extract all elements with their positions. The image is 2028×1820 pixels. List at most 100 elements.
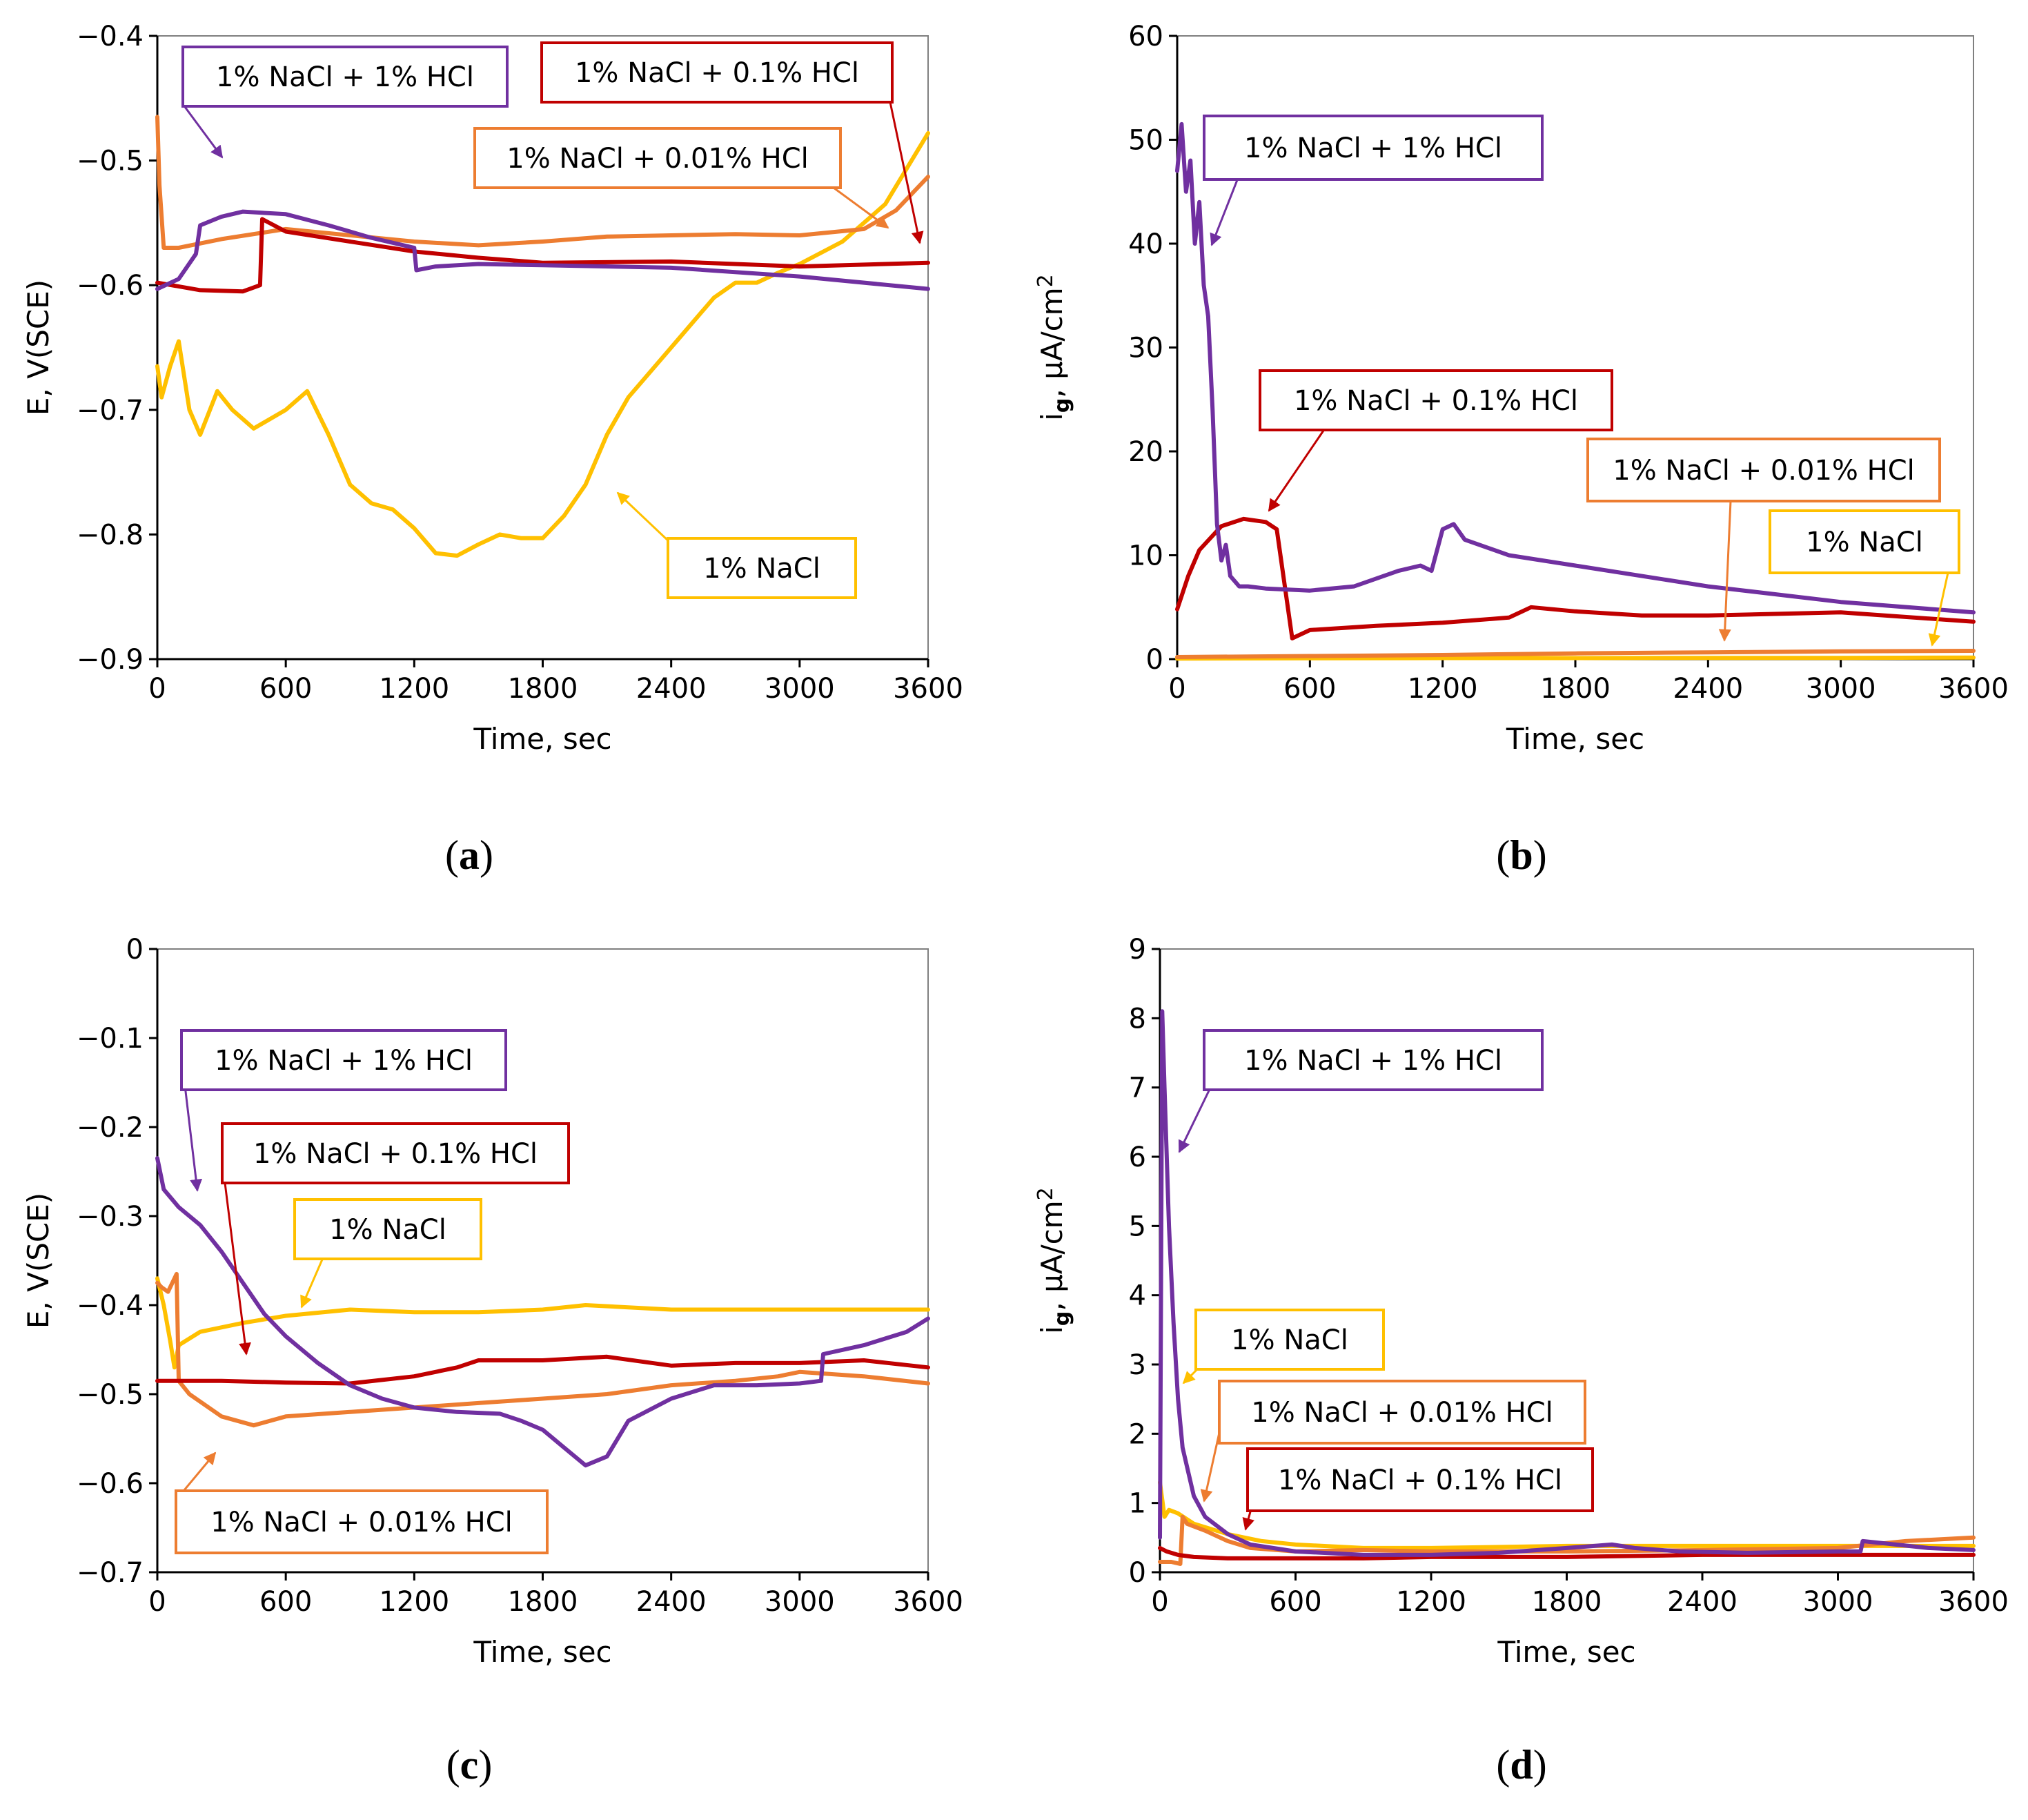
y-label-sup: 2 [1034, 274, 1058, 287]
y-tick-label: 0 [1129, 1557, 1146, 1589]
callout-label: 1% NaCl + 0.01% HCl [1251, 1397, 1553, 1429]
callout-arrow [179, 1451, 217, 1495]
y-tick-label: 8 [1129, 1003, 1146, 1035]
y-tick-label: −0.4 [77, 1290, 144, 1322]
x-tick-label: 600 [1283, 673, 1336, 705]
x-tick-label: 1200 [1408, 673, 1478, 705]
x-tick-label: 2400 [636, 673, 707, 705]
callout-box [221, 1122, 570, 1184]
x-tick-label: 1800 [1540, 673, 1611, 705]
y-label-main: i [1035, 413, 1069, 421]
callout-label: 1% NaCl [1231, 1324, 1348, 1356]
x-tick-label: 1200 [379, 1586, 449, 1618]
y-tick-label: 7 [1129, 1073, 1146, 1104]
callout-box [473, 127, 842, 189]
y-tick-label: 60 [1128, 21, 1163, 52]
y-tick-label: 6 [1129, 1142, 1146, 1173]
callout-label: 1% NaCl + 1% HCl [216, 61, 474, 93]
chart-panel-c: 0 600 1200 1800 2400 3000 3600 −0.7 −0.6 −0.5 −0.4… [0, 910, 1014, 1820]
callout-label: 1% NaCl + 1% HCl [1244, 1045, 1502, 1077]
series-line-purple [1158, 1009, 1976, 1557]
callout-arrow [1268, 426, 1328, 512]
y-tick-label: −0.9 [77, 644, 144, 676]
y-tick-label: −0.2 [77, 1112, 144, 1144]
caption-a: (a) [445, 832, 493, 878]
callout-arrow [616, 491, 671, 543]
x-tick-label: 3600 [893, 673, 963, 705]
callout-label: 1% NaCl + 0.01% HCl [506, 143, 809, 175]
x-axis-label: Time, sec [1506, 722, 1644, 756]
callout-box [1586, 438, 1941, 502]
y-tick-label: −0.8 [77, 519, 144, 551]
x-axis-label: Time, sec [1497, 1635, 1635, 1669]
callout-label: 1% NaCl + 0.1% HCl [1294, 385, 1578, 417]
series-line-yellow [1175, 655, 1976, 661]
y-tick-label: 40 [1128, 228, 1163, 260]
x-tick-label: 3000 [765, 673, 835, 705]
series-line-red [1175, 516, 1976, 640]
callout-box [540, 41, 894, 104]
callout-arrow [1718, 500, 1732, 642]
y-tick-label: −0.5 [77, 146, 144, 177]
series-line-red [1158, 1545, 1976, 1560]
callout-arrow [833, 186, 889, 229]
x-tick-label: 1800 [1532, 1586, 1602, 1618]
callout-box [1769, 509, 1960, 574]
x-tick-label: 0 [1168, 673, 1185, 705]
series-line-purple [155, 209, 930, 291]
series-line-orange [155, 1271, 930, 1428]
y-axis-label: ig, μA/cm2 [1034, 1187, 1074, 1334]
y-tick-label: 2 [1129, 1418, 1146, 1450]
x-tick-label: 600 [259, 673, 312, 705]
callout-arrow [184, 1085, 203, 1192]
x-tick-label: 0 [148, 1586, 166, 1618]
callout-box [1203, 1029, 1544, 1091]
x-tick-label: 1800 [508, 1586, 578, 1618]
x-tick-label: 3000 [1806, 673, 1876, 705]
callout-box [180, 1029, 507, 1091]
y-label-sub: g [1050, 398, 1074, 413]
callout-arrow [223, 1177, 251, 1356]
chart-d: 0 600 1200 1800 2400 3000 3600 0 1 2 3 4 5 6 7 8 9 Time, … [1034, 934, 2009, 1669]
chart-panel-b: 0 600 1200 1800 2400 3000 3600 0 10 20 30 40 50 60 Tim… [1014, 0, 2028, 910]
y-tick-label: −0.4 [77, 21, 144, 52]
callout-box [1259, 369, 1613, 431]
x-tick-label: 2400 [1673, 673, 1743, 705]
y-axis-label: E, V(SCE) [21, 280, 55, 415]
x-tick-label: 2400 [636, 1586, 707, 1618]
y-tick-label: 10 [1128, 540, 1163, 572]
y-label-main: i [1035, 1326, 1069, 1334]
caption-d: (d) [1496, 1742, 1547, 1788]
y-label-sup: 2 [1034, 1187, 1058, 1200]
x-tick-label: 3600 [1938, 1586, 2009, 1618]
callout-box [667, 537, 857, 599]
callout-box [1246, 1447, 1594, 1512]
callout-box [1218, 1380, 1586, 1445]
callout-label: 1% NaCl + 0.1% HCl [575, 57, 859, 89]
series-line-yellow [155, 1276, 930, 1370]
series-line-purple [1175, 121, 1976, 615]
series-line-orange [155, 115, 930, 250]
caption-c: (c) [446, 1742, 493, 1788]
y-tick-label: 3 [1129, 1349, 1146, 1381]
chart-a: 0 600 1200 1800 2400 3000 3600 −0.9 −0.8 −0.7 −0.6… [21, 21, 963, 756]
callout-label: 1% NaCl [329, 1214, 446, 1246]
x-tick-label: 3000 [765, 1586, 835, 1618]
x-tick-label: 3600 [1938, 673, 2009, 705]
chart-c: 0 600 1200 1800 2400 3000 3600 −0.7 −0.6 −0.5 −0.4… [21, 934, 963, 1669]
caption-b: (b) [1496, 832, 1547, 878]
x-tick-label: 600 [1269, 1586, 1321, 1618]
y-tick-label: 5 [1129, 1211, 1146, 1242]
x-tick-label: 0 [1151, 1586, 1168, 1618]
x-tick-label: 3000 [1803, 1586, 1873, 1618]
callout-box [1203, 115, 1544, 181]
callout-box [175, 1489, 549, 1554]
callout-label: 1% NaCl [1806, 527, 1923, 558]
chart-b: 0 600 1200 1800 2400 3000 3600 0 10 20 30 40 50 60 Tim… [1034, 21, 2009, 756]
x-tick-label: 3600 [893, 1586, 963, 1618]
y-tick-label: 9 [1129, 934, 1146, 966]
callout-box [293, 1198, 482, 1260]
x-tick-label: 1800 [508, 673, 578, 705]
callout-box [1194, 1309, 1385, 1371]
y-axis-label: ig, μA/cm2 [1034, 274, 1074, 421]
